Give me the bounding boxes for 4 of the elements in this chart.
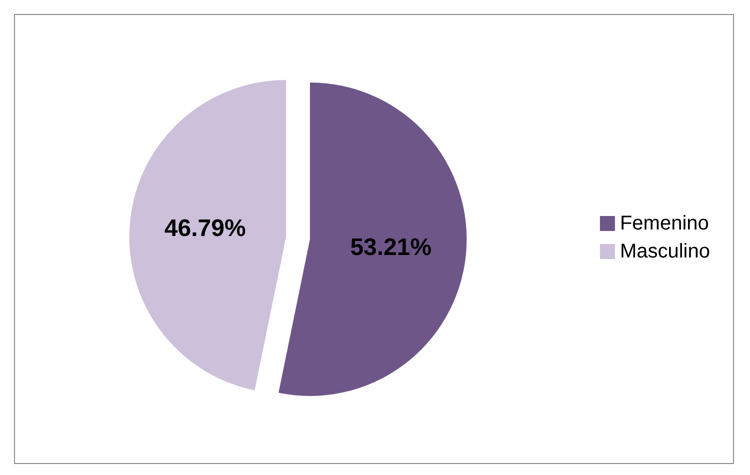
data-label: 53.21% [350, 234, 432, 261]
legend-label: Femenino [620, 212, 709, 234]
legend-label: Masculino [620, 240, 710, 262]
data-label: 46.79% [164, 215, 246, 242]
